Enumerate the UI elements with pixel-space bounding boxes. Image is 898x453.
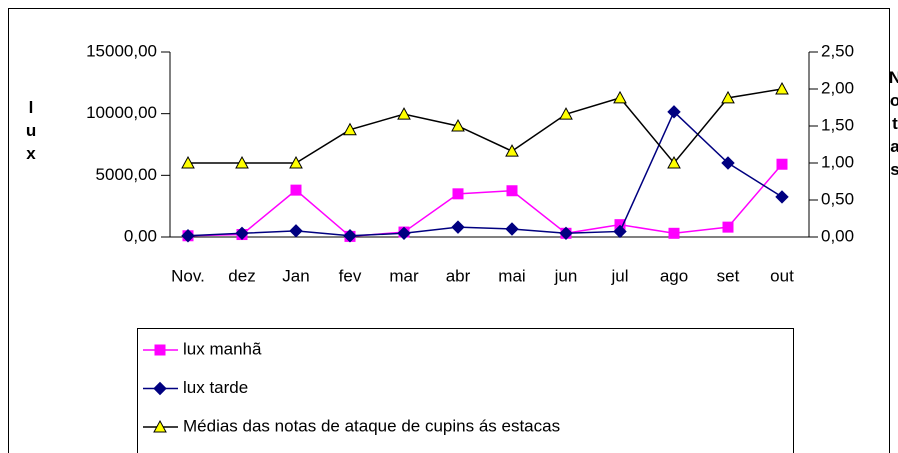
data-point	[343, 122, 357, 136]
data-point	[559, 226, 573, 241]
y2-tick-label: 1,00	[821, 152, 854, 171]
legend-label: lux tarde	[183, 378, 248, 397]
data-point	[451, 220, 465, 234]
y-axis-title: lux	[22, 98, 41, 167]
data-point	[721, 156, 735, 170]
x-tick-label: dez	[228, 266, 255, 285]
legend-box	[137, 328, 794, 453]
data-point	[235, 226, 249, 241]
y2-tick-label: 1,50	[821, 115, 854, 134]
data-point	[613, 224, 627, 239]
y2-tick-label: 2,50	[821, 41, 854, 60]
data-point	[505, 222, 519, 236]
x-tick-label: fev	[339, 266, 362, 285]
data-point	[289, 224, 303, 238]
x-tick-label: jul	[610, 266, 628, 285]
legend-marker	[153, 419, 167, 433]
data-point	[721, 90, 735, 104]
x-tick-label: jun	[554, 266, 578, 285]
y2-tick-label: 2,00	[821, 78, 854, 97]
data-point	[559, 107, 573, 120]
series-line	[187, 163, 783, 238]
data-point	[667, 105, 681, 119]
data-point	[668, 227, 680, 239]
data-point	[776, 158, 788, 170]
series-line	[187, 110, 783, 237]
data-point	[397, 226, 411, 241]
x-tick-label: set	[717, 266, 740, 285]
legend-marker	[153, 381, 167, 396]
data-point	[289, 155, 303, 169]
data-point	[181, 155, 195, 169]
data-point	[235, 155, 249, 169]
data-point	[722, 221, 734, 233]
y-tick-label: 10000,00	[86, 103, 157, 122]
data-point	[505, 144, 519, 157]
x-tick-label: Jan	[282, 266, 309, 285]
y-tick-label: 15000,00	[86, 41, 157, 60]
data-point	[290, 184, 302, 196]
x-tick-label: mai	[498, 266, 525, 285]
data-point	[451, 118, 465, 132]
y2-tick-label: 0,50	[821, 189, 854, 208]
data-point	[775, 81, 789, 95]
data-point	[397, 107, 411, 120]
data-point	[667, 155, 681, 169]
y2-axis-title: Notas	[886, 68, 898, 183]
y-tick-label: 0,00	[124, 226, 157, 245]
data-point	[775, 190, 789, 204]
legend-label: Médias das notas de ataque de cupins ás …	[183, 416, 560, 435]
legend-label: lux manhã	[183, 339, 262, 358]
x-tick-label: mar	[389, 266, 419, 285]
x-tick-label: abr	[446, 266, 471, 285]
data-point	[343, 229, 357, 243]
y2-tick-label: 0,00	[821, 226, 854, 245]
series-line	[188, 88, 783, 165]
data-point	[452, 188, 464, 200]
x-tick-label: Nov.	[171, 266, 205, 285]
data-point	[506, 185, 518, 197]
legend-marker	[154, 344, 166, 356]
data-point	[181, 229, 195, 243]
x-tick-label: out	[770, 266, 794, 285]
y-tick-label: 5000,00	[96, 165, 157, 184]
x-tick-label: ago	[660, 266, 688, 285]
data-point	[613, 90, 627, 104]
